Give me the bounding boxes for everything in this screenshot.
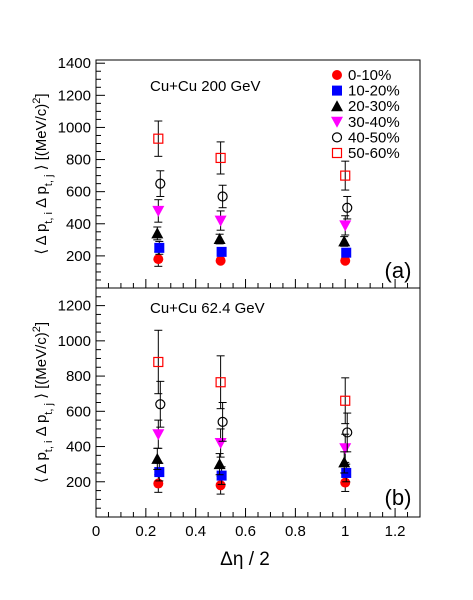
x-tick-label: 0.8 — [285, 523, 306, 540]
y-tick-label: 800 — [66, 368, 91, 385]
legend-label: 50-60% — [348, 145, 400, 162]
data-point-marker — [331, 147, 343, 159]
y-axis-label: ⟨ Δ pt, i Δ pt, j ⟩ [(MeV/c)2] — [31, 93, 55, 254]
data-point-marker — [152, 205, 165, 217]
data-point-marker — [331, 116, 343, 128]
panel-title: Cu+Cu 62.4 GeV — [150, 300, 265, 317]
data-point-marker — [338, 235, 351, 247]
data-point-marker — [332, 85, 342, 96]
data-point-marker — [213, 458, 226, 470]
data-point-marker — [217, 191, 228, 202]
data-point-marker — [341, 247, 352, 258]
y-tick-label: 800 — [66, 152, 91, 169]
y-tick-label: 400 — [66, 216, 91, 233]
data-point-marker — [340, 170, 351, 181]
x-tick-label: 0.6 — [235, 523, 256, 540]
data-point-marker — [151, 227, 164, 239]
data-point-marker — [340, 477, 351, 488]
data-point-marker — [153, 478, 164, 489]
legend-label: 30-40% — [348, 114, 400, 131]
y-tick-label: 600 — [66, 184, 91, 201]
legend: 0-10%10-20%20-30%30-40%40-50%50-60% — [331, 67, 400, 162]
data-point-marker — [215, 152, 226, 164]
data-point-marker — [214, 438, 227, 450]
data-point-marker — [216, 246, 227, 257]
data-point-marker — [155, 399, 166, 410]
data-point-marker — [215, 255, 226, 266]
legend-label: 0-10% — [348, 67, 391, 84]
y-tick-label: 200 — [66, 474, 91, 491]
y-tick-label: 1000 — [58, 119, 91, 136]
data-point-marker — [331, 100, 343, 112]
data-point-marker — [342, 202, 353, 213]
y-tick-label: 1000 — [58, 333, 91, 350]
series-0-10% — [153, 473, 351, 495]
data-point-marker — [332, 70, 342, 80]
data-point-marker — [154, 467, 165, 478]
x-tick-label: 1.2 — [385, 523, 406, 540]
y-tick-label: 1400 — [58, 55, 91, 72]
data-point-marker — [342, 427, 353, 438]
series-50-60% — [153, 120, 351, 191]
x-axis: 0 0.2 0.4 0.6 0.8 1 1.2 Δη / 2 — [92, 523, 406, 570]
legend-label: 10-20% — [348, 83, 400, 100]
data-point-marker — [214, 215, 227, 227]
x-tick-label: 0 — [92, 523, 100, 540]
x-tick-label: 0.4 — [185, 523, 206, 540]
legend-label: 40-50% — [348, 129, 400, 146]
data-point-marker — [154, 242, 165, 253]
data-point-marker — [215, 480, 226, 491]
data-point-marker — [217, 416, 228, 427]
y-tick-label: 400 — [66, 439, 91, 456]
plot-frame — [95, 287, 421, 518]
data-point-marker — [151, 452, 164, 464]
y-tick-label: 1200 — [58, 87, 91, 104]
series-0-10% — [153, 251, 351, 267]
series-20-30% — [151, 447, 351, 476]
series-30-40% — [152, 419, 352, 463]
x-axis-label: Δη / 2 — [220, 549, 270, 570]
series-40-50% — [155, 170, 353, 220]
y-tick-label: 1200 — [58, 298, 91, 315]
series-40-50% — [155, 380, 353, 453]
data-point-marker — [340, 255, 351, 266]
data-point-marker — [153, 356, 164, 368]
x-tick-label: 1 — [341, 523, 349, 540]
panel-a: 200 400 600 800 1000 1200 1400 ⟨ Δ pt, i Δ pt, … — [31, 55, 421, 289]
series-50-60% — [153, 329, 351, 425]
y-axis-label: ⟨ Δ pt, i Δ pt, j ⟩ [(MeV/c)2] — [31, 322, 55, 483]
data-point-marker — [215, 377, 226, 388]
legend-label: 20-30% — [348, 98, 400, 115]
panel-tag: (b) — [385, 485, 412, 510]
data-point-marker — [153, 254, 164, 265]
data-point-marker — [216, 470, 227, 481]
y-tick-label: 600 — [66, 403, 91, 420]
data-point-marker — [331, 132, 343, 143]
panel-title: Cu+Cu 200 GeV — [150, 78, 261, 95]
data-point-marker — [339, 443, 352, 455]
series-20-30% — [151, 226, 351, 247]
series-10-20% — [154, 462, 352, 485]
data-point-marker — [213, 233, 226, 245]
data-point-marker — [340, 395, 351, 406]
panel-tag: (a) — [385, 258, 412, 283]
x-tick-label: 0.2 — [135, 523, 156, 540]
data-point-marker — [152, 429, 165, 441]
data-point-marker — [153, 133, 164, 144]
data-point-marker — [339, 220, 352, 232]
series-10-20% — [154, 240, 352, 258]
series-30-40% — [152, 199, 352, 236]
panel-b: 200 400 600 800 1000 1200⟨ Δ pt, i Δ pt, j ⟩ … — [31, 287, 421, 518]
data-point-marker — [155, 178, 166, 189]
y-tick-label: 200 — [66, 248, 91, 265]
